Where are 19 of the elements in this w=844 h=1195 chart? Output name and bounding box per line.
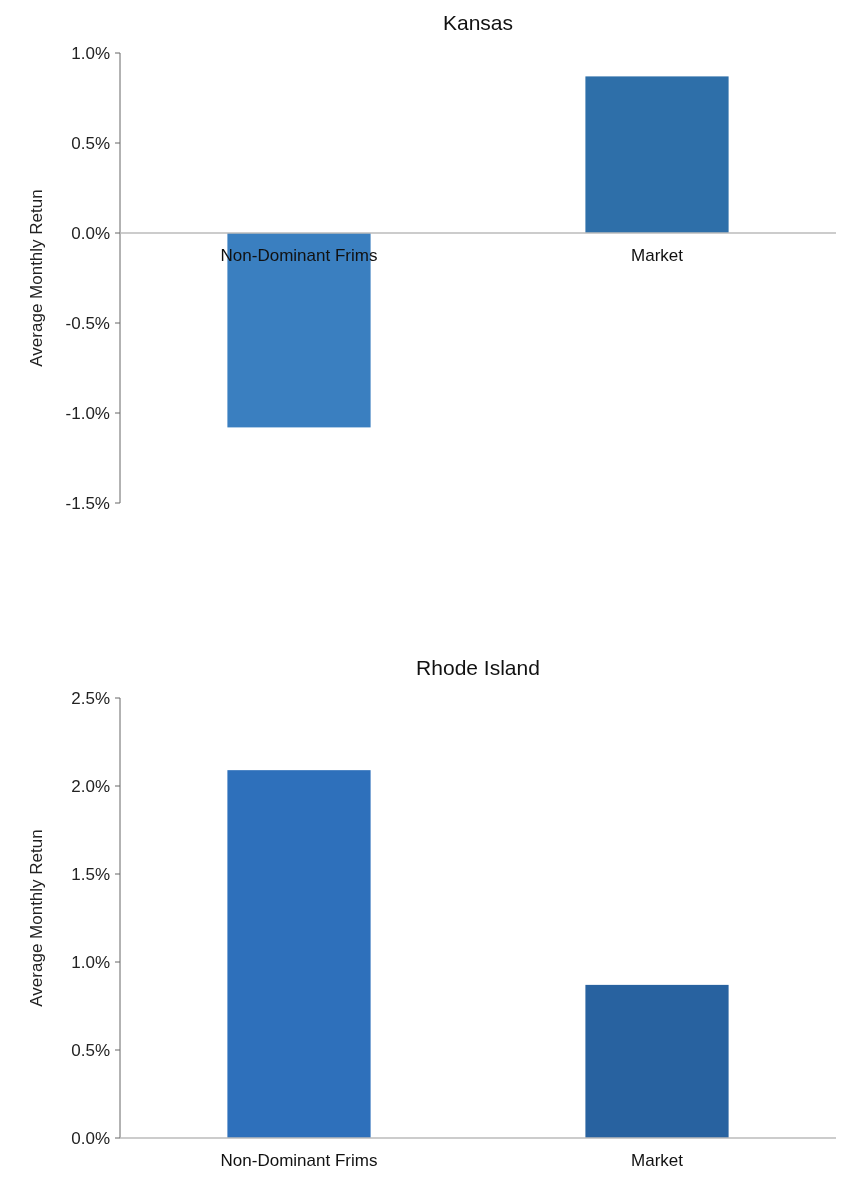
y-tick-label: 0.5%: [71, 133, 110, 153]
y-tick-label: 2.5%: [71, 688, 110, 708]
y-tick-label: 2.0%: [71, 776, 110, 796]
x-tick-label: Market: [631, 246, 684, 265]
y-tick-label: 0.0%: [71, 223, 110, 243]
y-tick-label: -1.0%: [65, 403, 110, 423]
y-tick-label: 1.0%: [71, 952, 110, 972]
y-tick-label: 0.5%: [71, 1040, 110, 1060]
chart-title: Kansas: [442, 11, 514, 34]
chart-title: Rhode Island: [416, 656, 540, 679]
y-axis-title: Average Monthly Retun: [27, 189, 46, 367]
y-tick-label: 1.5%: [71, 864, 110, 884]
y-tick-label: -1.5%: [65, 493, 110, 513]
y-tick-label: 0.0%: [71, 1128, 110, 1148]
y-tick-label: -0.5%: [65, 313, 110, 333]
y-axis-title: Average Monthly Retun: [27, 829, 46, 1007]
y-tick-label: 1.0%: [71, 43, 110, 63]
x-tick-label: Non-Dominant Frims: [220, 1151, 378, 1170]
x-tick-label: Market: [631, 1151, 684, 1170]
